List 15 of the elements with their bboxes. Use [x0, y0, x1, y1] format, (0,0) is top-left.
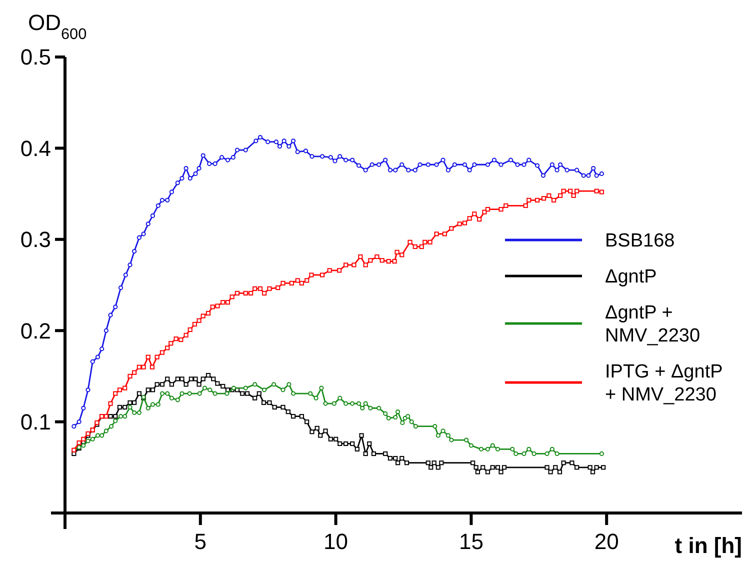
- x-tick-label: 20: [594, 529, 619, 554]
- x-axis-title: t in [h]: [674, 533, 742, 558]
- x-tick-label: 5: [194, 529, 207, 554]
- legend-label: ΔgntP + NMV_2230: [605, 302, 700, 347]
- x-tick-label: 15: [458, 529, 484, 554]
- y-tick-label: 0.1: [20, 410, 51, 434]
- legend-label: IPTG + ΔgntP + NMV_2230: [605, 362, 723, 406]
- legend-label: ΔgntP: [605, 266, 657, 288]
- y-tick-label: 0.2: [20, 318, 51, 344]
- y-tick-label: 0.3: [20, 227, 51, 252]
- y-tick-label: 0.5: [20, 44, 51, 70]
- y-axis-title: OD$_{600}$: [28, 10, 87, 42]
- legend-label: BSB168: [605, 230, 675, 252]
- x-tick-label: 10: [324, 529, 348, 554]
- y-tick-label: 0.4: [20, 136, 51, 161]
